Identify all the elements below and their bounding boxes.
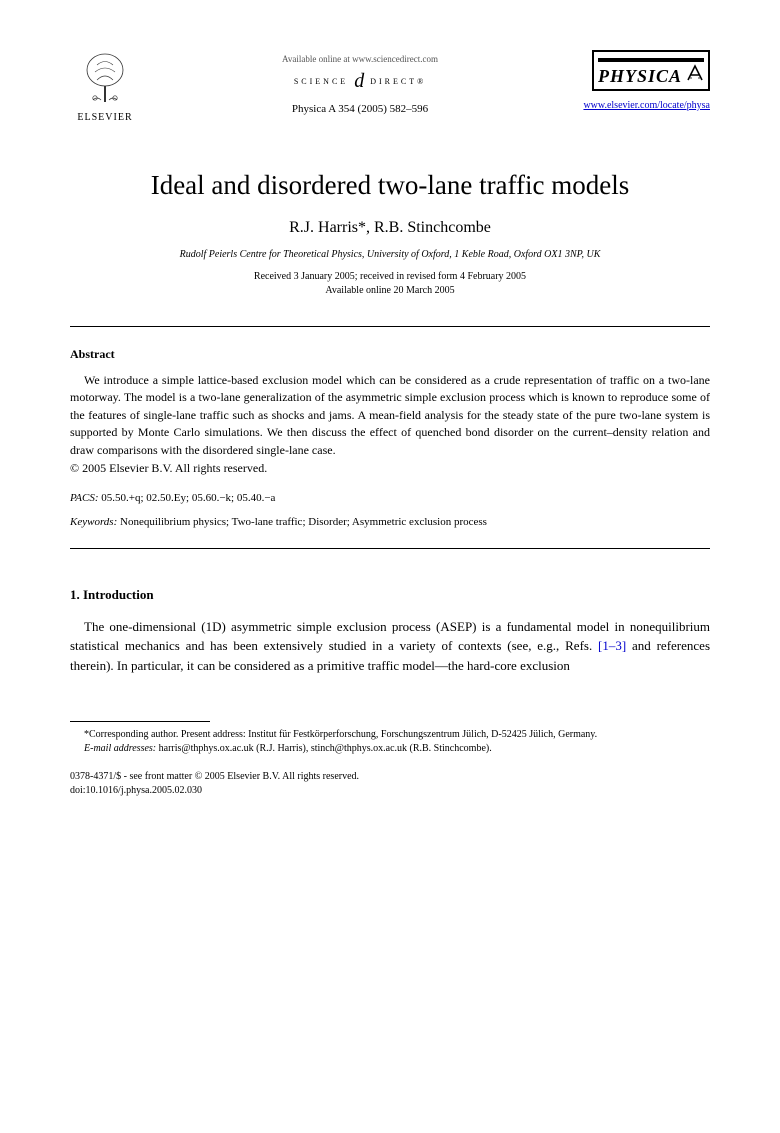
header-row: ELSEVIER Available online at www.science… [70, 50, 710, 130]
email-label: E-mail addresses: [84, 743, 156, 754]
doi-line: doi:10.1016/j.physa.2005.02.030 [70, 784, 710, 798]
authors: R.J. Harris*, R.B. Stinchcombe [70, 219, 710, 237]
publisher-name: ELSEVIER [77, 112, 132, 123]
email-line: E-mail addresses: harris@thphys.ox.ac.uk… [70, 742, 710, 756]
rule-top [70, 326, 710, 327]
journal-reference: Physica A 354 (2005) 582–596 [140, 103, 580, 115]
physica-a-icon [686, 64, 704, 82]
elsevier-logo: ELSEVIER [70, 50, 140, 130]
ref-link-1-3[interactable]: [1–3] [598, 638, 626, 653]
physica-text: PHYSICA [598, 66, 682, 86]
email-addresses: harris@thphys.ox.ac.uk (R.J. Harris), st… [156, 743, 492, 754]
front-matter-line: 0378-4371/$ - see front matter © 2005 El… [70, 770, 710, 784]
center-header: Available online at www.sciencedirect.co… [140, 50, 580, 115]
pacs-line: PACS: 05.50.+q; 02.50.Ey; 05.60.−k; 05.4… [70, 492, 710, 504]
abstract-heading: Abstract [70, 347, 710, 362]
keywords-label: Keywords: [70, 516, 117, 528]
rule-bottom [70, 548, 710, 549]
article-dates: Received 3 January 2005; received in rev… [70, 270, 710, 298]
affiliation: Rudolf Peierls Centre for Theoretical Ph… [70, 249, 710, 260]
physica-box: PHYSICA www.elsevier.com/locate/physa [580, 50, 710, 113]
corresponding-author: *Corresponding author. Present address: … [70, 728, 710, 742]
intro-paragraph: The one-dimensional (1D) asymmetric simp… [70, 617, 710, 676]
available-online-text: Available online at www.sciencedirect.co… [140, 54, 580, 64]
footnote-block: *Corresponding author. Present address: … [70, 728, 710, 756]
section-1-heading: 1. Introduction [70, 587, 710, 603]
sd-d-icon: d [354, 70, 364, 92]
sd-left: SCIENCE [294, 77, 348, 86]
pacs-codes: 05.50.+q; 02.50.Ey; 05.60.−k; 05.40.−a [101, 492, 275, 504]
physica-logo: PHYSICA [592, 50, 710, 91]
dates-online: Available online 20 March 2005 [70, 284, 710, 298]
sd-right: DIRECT® [370, 77, 426, 86]
keywords-text: Nonequilibrium physics; Two-lane traffic… [120, 516, 487, 528]
pacs-label: PACS: [70, 492, 99, 504]
abstract-copyright: © 2005 Elsevier B.V. All rights reserved… [70, 461, 710, 476]
keywords-line: Keywords: Nonequilibrium physics; Two-la… [70, 516, 710, 528]
elsevier-tree-icon [75, 50, 135, 110]
journal-url-link[interactable]: www.elsevier.com/locate/physa [583, 100, 710, 111]
article-title: Ideal and disordered two-lane traffic mo… [70, 170, 710, 201]
abstract-text: We introduce a simple lattice-based excl… [70, 372, 710, 459]
dates-received: Received 3 January 2005; received in rev… [70, 270, 710, 284]
footnote-separator [70, 721, 210, 722]
bottom-info: 0378-4371/$ - see front matter © 2005 El… [70, 770, 710, 798]
science-direct-logo: SCIENCE d DIRECT® [140, 70, 580, 93]
